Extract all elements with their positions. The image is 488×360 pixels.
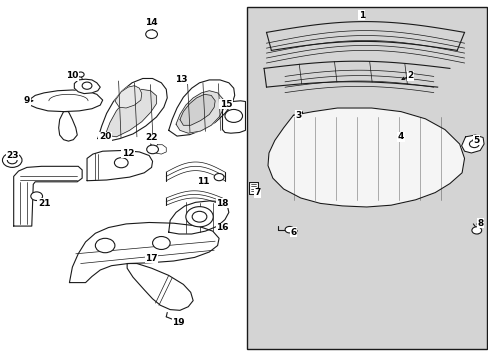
Text: 3: 3 xyxy=(295,111,301,120)
Text: 10: 10 xyxy=(66,71,79,80)
Polygon shape xyxy=(176,91,224,133)
Circle shape xyxy=(7,157,17,164)
Polygon shape xyxy=(87,150,152,181)
Text: 19: 19 xyxy=(172,318,184,327)
Text: 14: 14 xyxy=(145,18,158,27)
Polygon shape xyxy=(249,182,258,194)
Text: 1: 1 xyxy=(358,10,364,19)
Text: 13: 13 xyxy=(174,75,187,84)
Circle shape xyxy=(2,153,22,167)
Text: 7: 7 xyxy=(254,188,261,197)
Text: 23: 23 xyxy=(6,151,19,160)
Polygon shape xyxy=(98,78,167,141)
Circle shape xyxy=(152,237,170,249)
Text: 5: 5 xyxy=(473,136,479,145)
Circle shape xyxy=(77,72,84,77)
Text: 4: 4 xyxy=(397,132,404,141)
Circle shape xyxy=(192,211,206,222)
Text: 9: 9 xyxy=(23,96,30,105)
Polygon shape xyxy=(59,112,77,141)
Circle shape xyxy=(82,82,92,89)
Polygon shape xyxy=(127,264,193,310)
Text: 12: 12 xyxy=(122,149,134,158)
Text: 21: 21 xyxy=(38,199,50,208)
Text: 17: 17 xyxy=(145,254,158,263)
Circle shape xyxy=(172,319,182,326)
Polygon shape xyxy=(180,94,215,125)
Circle shape xyxy=(214,174,224,181)
Bar xyxy=(246,7,486,349)
Text: 11: 11 xyxy=(196,177,209,186)
Text: 18: 18 xyxy=(216,199,228,208)
Polygon shape xyxy=(222,101,245,133)
Text: 8: 8 xyxy=(476,219,482,228)
Text: 16: 16 xyxy=(216,223,228,232)
Polygon shape xyxy=(14,166,82,226)
Text: 2: 2 xyxy=(407,71,413,80)
Text: 22: 22 xyxy=(145,133,158,142)
Circle shape xyxy=(285,226,293,233)
Polygon shape xyxy=(28,90,102,112)
Text: 15: 15 xyxy=(219,100,232,109)
Polygon shape xyxy=(168,80,234,136)
Circle shape xyxy=(114,158,128,168)
Circle shape xyxy=(31,192,42,201)
Circle shape xyxy=(185,207,213,227)
Circle shape xyxy=(146,145,158,154)
Circle shape xyxy=(468,140,478,148)
Circle shape xyxy=(224,109,242,122)
Polygon shape xyxy=(115,86,142,108)
Polygon shape xyxy=(267,108,464,207)
Polygon shape xyxy=(105,89,156,137)
Polygon shape xyxy=(168,201,228,234)
Text: 6: 6 xyxy=(290,228,296,237)
Circle shape xyxy=(471,227,481,234)
Polygon shape xyxy=(74,79,100,94)
Circle shape xyxy=(95,238,115,253)
Circle shape xyxy=(145,30,157,39)
Polygon shape xyxy=(69,222,219,283)
Polygon shape xyxy=(461,135,483,153)
Text: 20: 20 xyxy=(99,132,111,141)
Polygon shape xyxy=(154,145,166,154)
